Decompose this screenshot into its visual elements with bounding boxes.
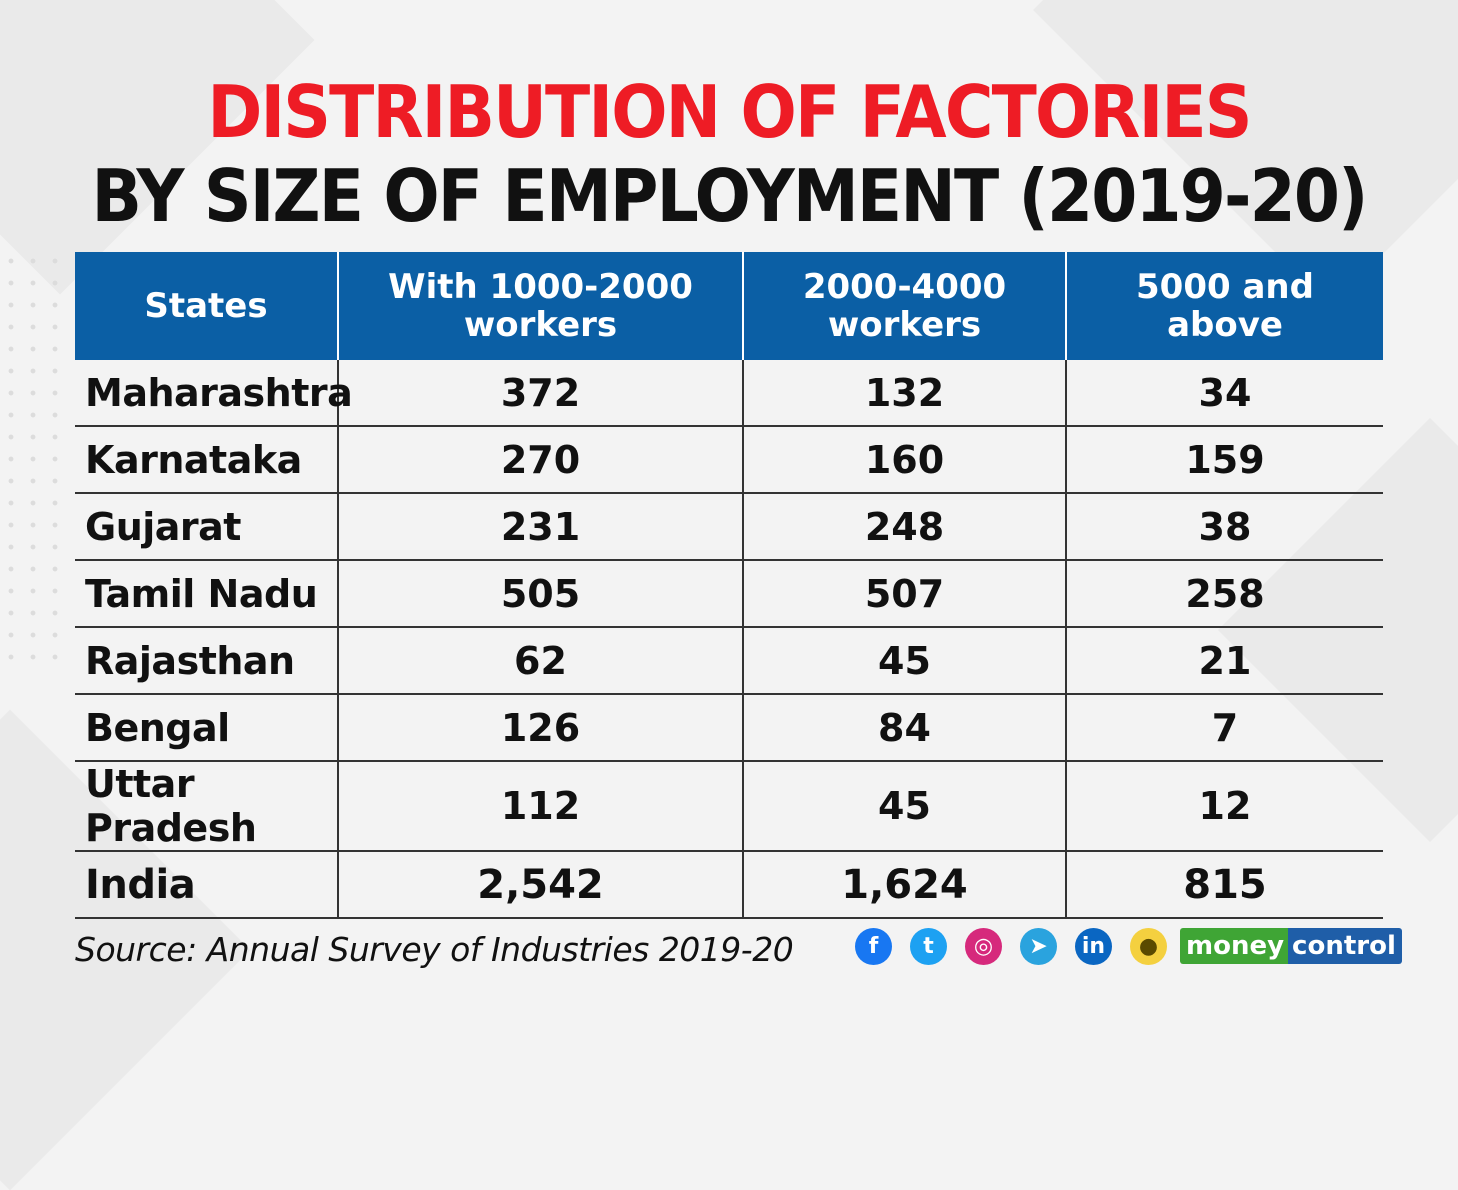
value-cell: 248 — [742, 493, 1066, 561]
header-5000-above-label: 5000 and above — [1136, 267, 1314, 345]
state-cell: Uttar Pradesh — [75, 761, 338, 852]
twitter-icon[interactable]: t — [910, 928, 947, 965]
value-cell: 45 — [742, 761, 1066, 852]
value-cell: 84 — [742, 694, 1066, 762]
logo-money: money — [1180, 928, 1289, 964]
facebook-icon[interactable]: f — [855, 928, 892, 965]
state-cell: Gujarat — [75, 493, 338, 561]
value-cell: 62 — [337, 627, 743, 695]
value-cell: 12 — [1065, 761, 1383, 852]
value-cell: 34 — [1065, 360, 1383, 427]
value-cell: 132 — [742, 360, 1066, 427]
telegram-icon[interactable]: ➤ — [1020, 928, 1057, 965]
header-2000-4000-line2: workers — [827, 305, 982, 345]
title-line-1: DISTRIBUTION OF FACTORIES — [207, 70, 1252, 154]
table-row: Maharashtra 372 132 34 — [75, 360, 1383, 427]
value-cell: 21 — [1065, 627, 1383, 695]
factories-table: States With 1000-2000 workers 2000-4000 … — [75, 252, 1383, 919]
social-icons: f t ◎ ➤ in ● — [855, 928, 1167, 965]
value-cell: 815 — [1065, 851, 1383, 919]
header-5000-above: 5000 and above — [1065, 252, 1383, 360]
state-cell: India — [75, 851, 338, 919]
state-cell: Maharashtra — [75, 360, 353, 427]
value-cell: 112 — [337, 761, 743, 852]
linkedin-icon[interactable]: in — [1075, 928, 1112, 965]
table-row: Rajasthan 62 45 21 — [75, 627, 1383, 695]
header-2000-4000: 2000-4000 workers — [742, 252, 1066, 360]
value-cell: 372 — [337, 360, 743, 427]
value-cell: 126 — [337, 694, 743, 762]
header-1000-2000-line1: With 1000-2000 — [388, 267, 693, 307]
value-cell: 160 — [742, 426, 1066, 494]
decorative-dot-pattern — [0, 250, 70, 670]
source-note: Source: Annual Survey of Industries 2019… — [75, 930, 794, 969]
value-cell: 270 — [337, 426, 743, 494]
instagram-icon[interactable]: ◎ — [965, 928, 1002, 965]
header-1000-2000-line2: workers — [463, 305, 618, 345]
table-row: Bengal 126 84 7 — [75, 694, 1383, 762]
table-row: Karnataka 270 160 159 — [75, 426, 1383, 494]
table-row: Uttar Pradesh 112 45 12 — [75, 761, 1383, 852]
value-cell: 1,624 — [742, 851, 1066, 919]
logo-control: control — [1288, 928, 1402, 964]
value-cell: 2,542 — [337, 851, 743, 919]
title-line-2: BY SIZE OF EMPLOYMENT (2019-20) — [91, 154, 1368, 238]
header-states-label: States — [144, 286, 268, 326]
value-cell: 45 — [742, 627, 1066, 695]
state-cell: Rajasthan — [75, 627, 338, 695]
value-cell: 507 — [742, 560, 1066, 628]
state-cell: Bengal — [75, 694, 338, 762]
header-2000-4000-line1: 2000-4000 — [802, 267, 1007, 307]
header-1000-2000: With 1000-2000 workers — [337, 252, 743, 360]
value-cell: 258 — [1065, 560, 1383, 628]
value-cell: 7 — [1065, 694, 1383, 762]
value-cell: 38 — [1065, 493, 1383, 561]
moneycontrol-logo: money control — [1180, 928, 1402, 964]
header-states: States — [75, 252, 338, 360]
state-cell: Karnataka — [75, 426, 338, 494]
value-cell: 505 — [337, 560, 743, 628]
table-row: Tamil Nadu 505 507 258 — [75, 560, 1383, 628]
table-header-row: States With 1000-2000 workers 2000-4000 … — [75, 252, 1383, 360]
value-cell: 231 — [337, 493, 743, 561]
state-cell: Tamil Nadu — [75, 560, 338, 628]
koo-icon[interactable]: ● — [1130, 928, 1167, 965]
table-row: Gujarat 231 248 38 — [75, 493, 1383, 561]
value-cell: 159 — [1065, 426, 1383, 494]
table-row-total: India 2,542 1,624 815 — [75, 851, 1383, 919]
